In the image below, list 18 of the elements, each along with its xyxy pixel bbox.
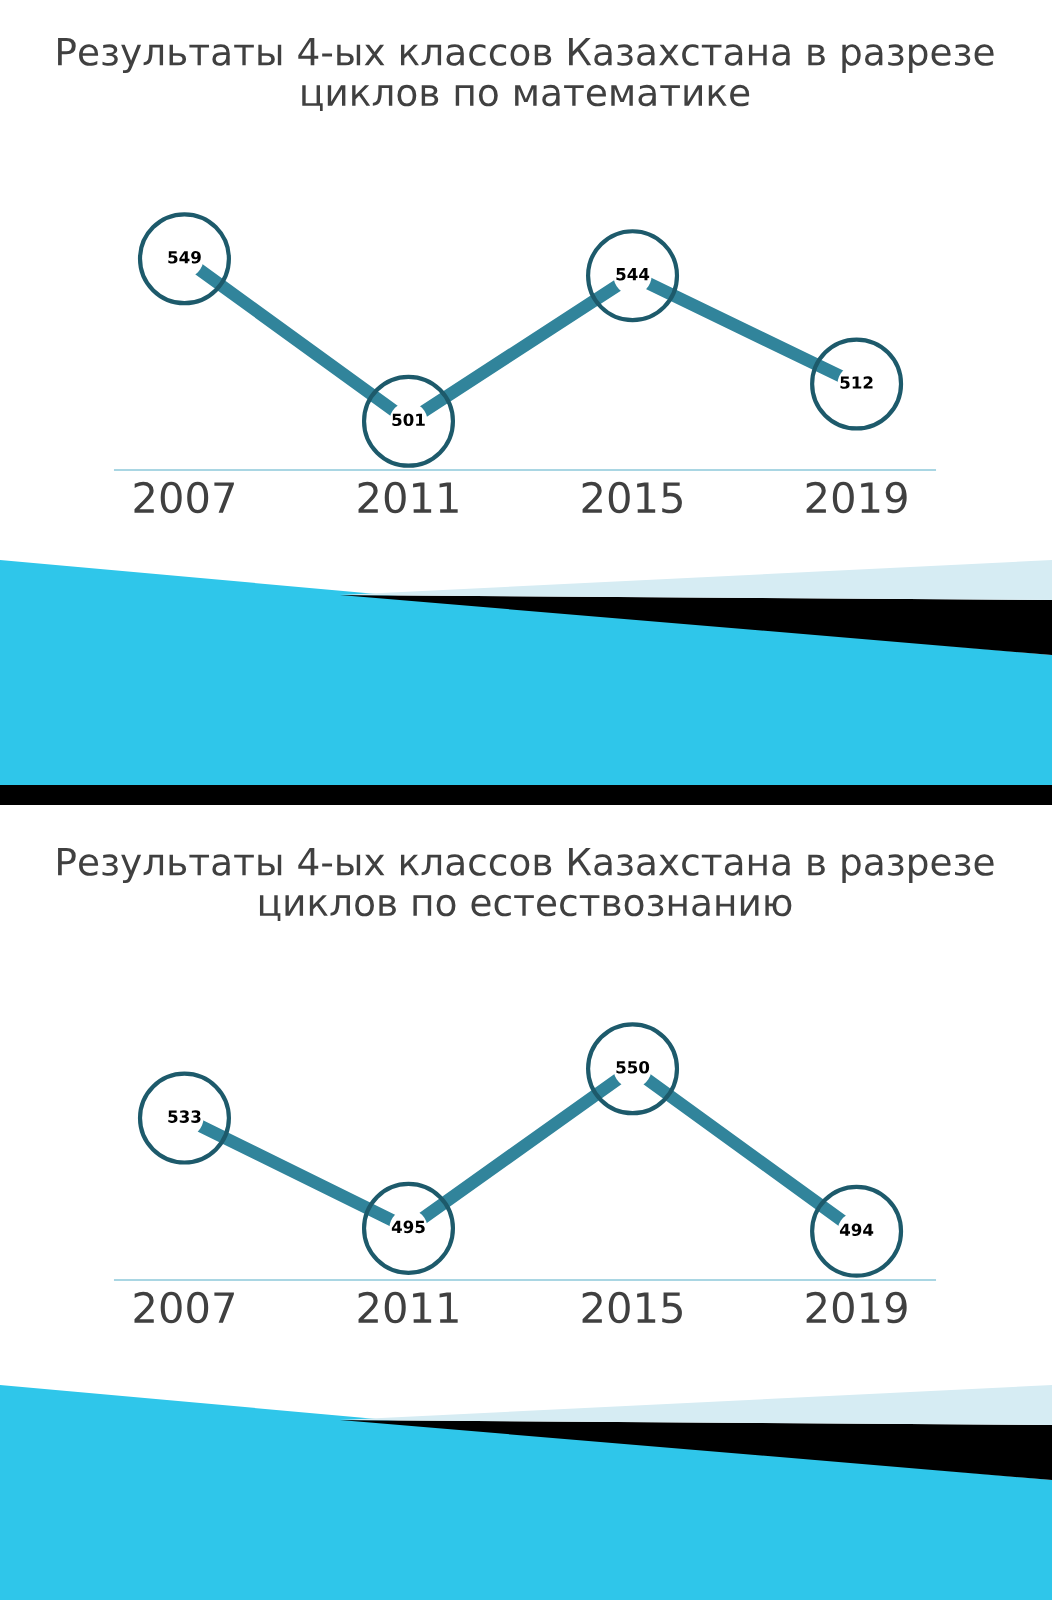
data-label: 512 <box>840 376 873 389</box>
data-label: 533 <box>168 1110 201 1123</box>
data-label: 495 <box>391 1220 425 1234</box>
x-tick-label: 2011 <box>358 1291 458 1324</box>
x-tick-label: 2015 <box>582 1291 682 1324</box>
x-tick-label: 2019 <box>806 1291 907 1324</box>
chart-title: Результаты 4-ых классов Казахстана в разрезе циклов по естествознанию <box>58 847 994 922</box>
data-label: 494 <box>839 1223 874 1237</box>
data-label: 544 <box>616 268 650 281</box>
x-tick-label: 2007 <box>134 1291 234 1324</box>
data-label: 550 <box>616 1060 650 1074</box>
x-tick-label: 2015 <box>582 481 682 514</box>
x-tick-label: 2007 <box>134 481 234 514</box>
data-label: 549 <box>168 250 201 264</box>
x-tick-label: 2011 <box>358 481 458 514</box>
data-label: 501 <box>392 413 425 427</box>
chart-title: Результаты 4-ых классов Казахстана в разрезе циклов по математике <box>58 37 994 112</box>
x-tick-label: 2019 <box>806 481 907 514</box>
